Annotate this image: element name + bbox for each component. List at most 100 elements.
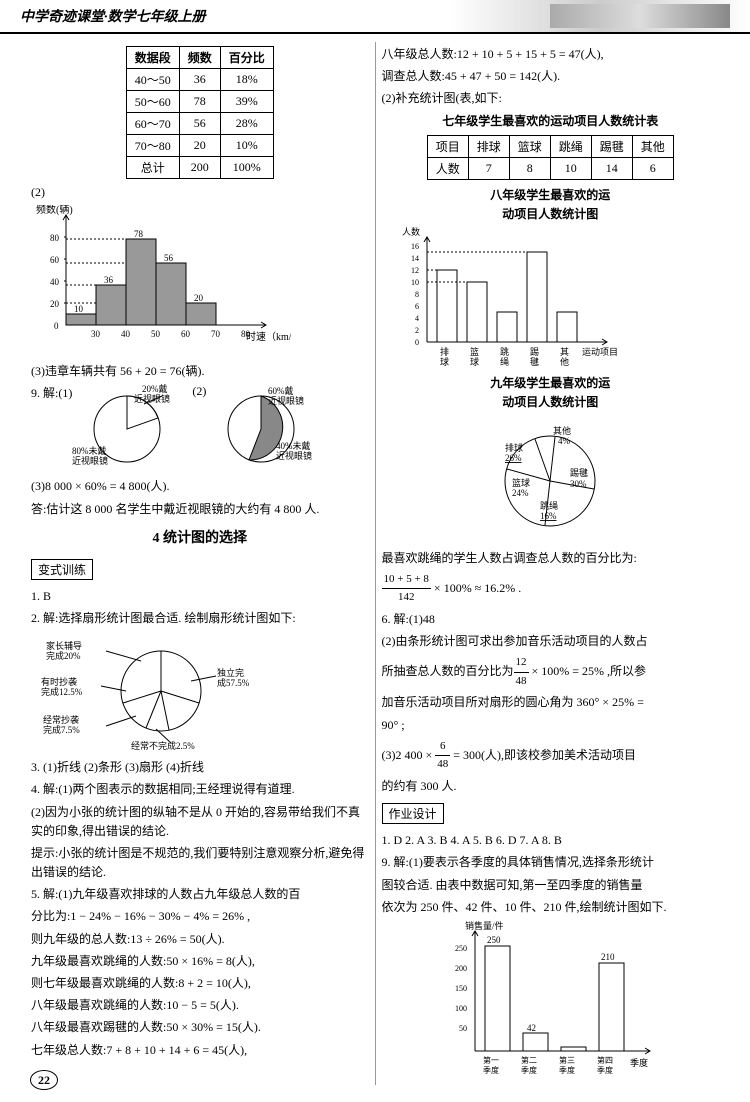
svg-text:12: 12 [411,266,419,275]
q9-3-text: (3)8 000 × 60% = 4 800(人). [31,477,369,496]
svg-text:0: 0 [54,321,59,331]
p4-3: 提示:小张的统计图是不规范的,我们要特别注意观察分析,避免得出错误的结论. [31,844,369,882]
svg-text:频数(辆): 频数(辆) [36,205,73,216]
svg-text:80: 80 [50,233,60,243]
svg-text:20: 20 [50,299,60,309]
svg-text:近视眼镜: 近视眼镜 [72,455,108,466]
svg-text:2: 2 [415,326,419,335]
svg-text:踢毽: 踢毽 [570,467,588,478]
svg-text:80%未戴: 80%未戴 [72,445,107,456]
p6-6: 的约有 300 人. [382,777,720,796]
svg-text:210: 210 [601,952,615,962]
svg-text:跳绳: 跳绳 [540,500,558,511]
p6-5: (3)2 400 × 648 = 300(人),即该校参加美术活动项目 [382,738,720,774]
svg-text:篮: 篮 [470,346,479,357]
svg-text:独立完: 独立完 [217,667,244,678]
svg-text:60: 60 [181,329,191,339]
svg-text:季度: 季度 [630,1057,648,1068]
svg-text:10: 10 [74,304,84,314]
p5-5: 则七年级最喜欢跳绳的人数:8 + 2 = 10(人), [31,974,369,993]
p1: 1. B [31,587,369,606]
svg-text:排球: 排球 [505,442,523,453]
p6-3: 加音乐活动项目所对扇形的圆心角为 360° × 25% = [382,693,720,712]
pie9-title: 九年级学生最喜欢的运动项目人数统计图 [382,374,720,412]
p9-3: 依次为 250 件、42 件、10 件、210 件,绘制统计图如下. [382,898,720,917]
grade8-bar-chart: 人数运动项目 0 246810121416 排球 篮球 跳绳 踢毽 其他 [382,227,642,367]
svg-text:10: 10 [411,278,419,287]
svg-text:绳: 绳 [500,356,509,367]
svg-text:50: 50 [459,1024,467,1033]
svg-text:200: 200 [455,964,467,973]
svg-text:0: 0 [415,338,419,347]
svg-text:30%: 30% [570,479,587,489]
svg-text:完成7.5%: 完成7.5% [43,724,80,735]
svg-text:56: 56 [164,253,174,263]
sales-bar-chart: 销售量/件季度 25020015010050 250 42 210 第一季度 第… [435,921,665,1081]
svg-text:42: 42 [527,1023,536,1033]
q9-ans: 答:估计这 8 000 名学生中戴近视眼镜的大约有 4 800 人. [31,500,369,519]
svg-text:有时抄袭: 有时抄袭 [41,676,77,687]
table7-title: 七年级学生最喜欢的运动项目人数统计表 [382,112,720,131]
svg-text:24%: 24% [512,488,529,498]
svg-text:40: 40 [121,329,131,339]
grade7-table: 项目排球篮球跳绳踢毽其他 人数7810146 [427,135,674,180]
p4-2: (2)因为小张的统计图的纵轴不是从 0 开始的,容易带给我们不真实的印象,得出错… [31,803,369,841]
svg-text:78: 78 [134,229,144,239]
page-number: 22 [30,1070,58,1090]
pie-chart-3: 家长辅导完成20% 独立完成57.5% 有时抄袭完成12.5% 经常抄袭完成7.… [31,631,291,751]
p5-6: 八年级最喜欢跳绳的人数:10 − 5 = 5(人). [31,996,369,1015]
svg-text:70: 70 [211,329,221,339]
svg-text:80: 80 [241,329,251,339]
svg-text:4: 4 [415,314,419,323]
q9-label: 9. 解:(1) [31,384,72,401]
svg-text:其: 其 [560,347,569,357]
frequency-table: 数据段频数百分比 40～503618% 50～607839% 60～705628… [126,46,274,179]
r1: 八年级总人数:12 + 10 + 5 + 15 + 5 = 47(人), [382,45,720,64]
p5-3: 则九年级的总人数:13 ÷ 26% = 50(人). [31,930,369,949]
svg-text:20: 20 [194,293,204,303]
svg-text:第二: 第二 [521,1055,537,1065]
svg-text:季度: 季度 [597,1065,613,1075]
svg-text:踢: 踢 [530,347,539,357]
svg-text:完成12.5%: 完成12.5% [41,686,83,697]
svg-text:6: 6 [415,302,419,311]
p5-1: 5. 解:(1)九年级喜欢排球的人数占九年级总人数的百 [31,885,369,904]
p6-4: 90° ; [382,716,720,735]
svg-text:250: 250 [487,935,501,945]
svg-text:26%: 26% [505,453,522,463]
svg-text:近视眼镜: 近视眼镜 [276,450,312,461]
svg-text:近视眼镜: 近视眼镜 [268,395,304,406]
svg-text:近视眼镜: 近视眼镜 [134,393,170,404]
p5-7: 八年级最喜欢踢毽的人数:50 × 30% = 15(人). [31,1018,369,1037]
svg-text:球: 球 [470,356,479,367]
p6: 6. 解:(1)48 [382,610,720,629]
svg-text:40: 40 [50,277,60,287]
svg-text:季度: 季度 [483,1065,499,1075]
svg-text:100: 100 [455,1004,467,1013]
svg-text:16%: 16% [540,511,557,521]
svg-text:人数: 人数 [402,227,420,237]
svg-text:时速（km/h）: 时速（km/h） [246,331,291,343]
p6-2b: 所抽查总人数的百分比为1248 × 100% = 25% ,所以参 [382,654,720,690]
p9-2: 图较合适. 由表中数据可知,第一至四季度的销售量 [382,876,720,895]
bar8-title: 八年级学生最喜欢的运动项目人数统计图 [382,186,720,224]
left-column: 数据段频数百分比 40～503618% 50～607839% 60～705628… [25,42,376,1085]
svg-text:球: 球 [440,356,449,367]
p3: 3. (1)折线 (2)条形 (3)扇形 (4)折线 [31,758,369,777]
svg-text:篮球: 篮球 [512,477,530,488]
content: 数据段频数百分比 40～503618% 50～607839% 60～705628… [0,34,750,1093]
svg-text:36: 36 [104,275,114,285]
svg-text:跳: 跳 [500,346,509,357]
svg-text:150: 150 [455,984,467,993]
q3-text: (3)违章车辆共有 56 + 20 = 76(辆). [31,362,369,381]
p5-4: 九年级最喜欢跳绳的人数:50 × 16% = 8(人), [31,952,369,971]
homework-label: 作业设计 [382,803,444,824]
svg-text:完成20%: 完成20% [46,650,81,661]
r2: 调查总人数:45 + 47 + 50 = 142(人). [382,67,720,86]
svg-text:销售量/件: 销售量/件 [465,921,504,931]
page-header: 中学奇迹课堂·数学七年级上册 [0,0,750,34]
p2: 2. 解:选择扇形统计图最合适. 绘制扇形统计图如下: [31,609,369,628]
svg-text:季度: 季度 [521,1065,537,1075]
q9-2-label: (2) [192,384,206,399]
svg-text:60%戴: 60%戴 [268,385,294,396]
